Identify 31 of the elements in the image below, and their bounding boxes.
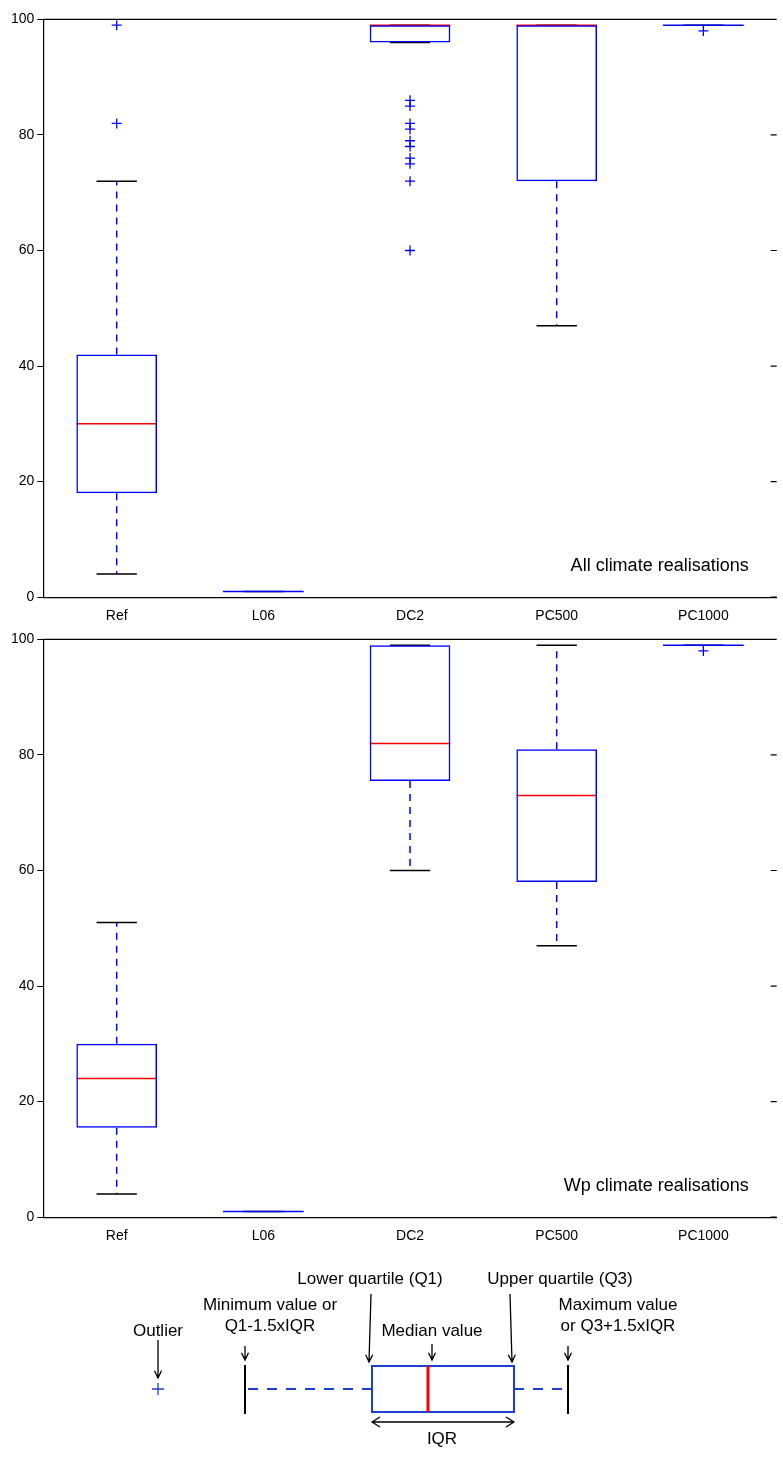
x-tick-label: L06: [251, 607, 276, 624]
y-tick-label: 80: [18, 745, 35, 762]
y-tick-label: 20: [18, 472, 35, 489]
y-tick-label: 100: [11, 630, 35, 647]
x-tick-label: PC500: [535, 1227, 579, 1244]
text: Maximum value or Q3+1.5xIQR: [557, 1294, 679, 1336]
y-tick-label: 60: [18, 861, 35, 878]
y-tick-label: 0: [26, 1208, 35, 1225]
x-tick-label: PC500: [535, 607, 579, 624]
x-tick-label: DC2: [396, 1227, 425, 1244]
y-tick-label: 40: [18, 976, 35, 993]
y-tick-label: 100: [11, 10, 35, 27]
x-tick-label: PC1000: [678, 607, 729, 624]
y-tick-label: 40: [18, 356, 35, 373]
y-tick-label: 0: [26, 588, 35, 605]
x-tick-label: PC1000: [678, 1227, 729, 1244]
text: IQR: [425, 1428, 459, 1449]
y-tick-label: 60: [18, 241, 35, 258]
y-tick-label: 20: [18, 1092, 35, 1109]
annotation: All climate realisations: [570, 555, 749, 576]
text: Outlier: [131, 1320, 185, 1341]
text: Lower quartile (Q1): [296, 1268, 444, 1289]
annotation: Wp climate realisations: [563, 1175, 749, 1196]
x-tick-label: L06: [251, 1227, 276, 1244]
y-tick-label: 80: [18, 125, 35, 142]
text: Median value: [380, 1320, 484, 1341]
x-tick-label: Ref: [105, 1227, 128, 1244]
x-tick-label: Ref: [105, 607, 128, 624]
x-tick-label: DC2: [396, 607, 425, 624]
text: Minimum value or Q1-1.5xIQR: [202, 1294, 338, 1336]
text: Upper quartile (Q3): [486, 1268, 634, 1289]
